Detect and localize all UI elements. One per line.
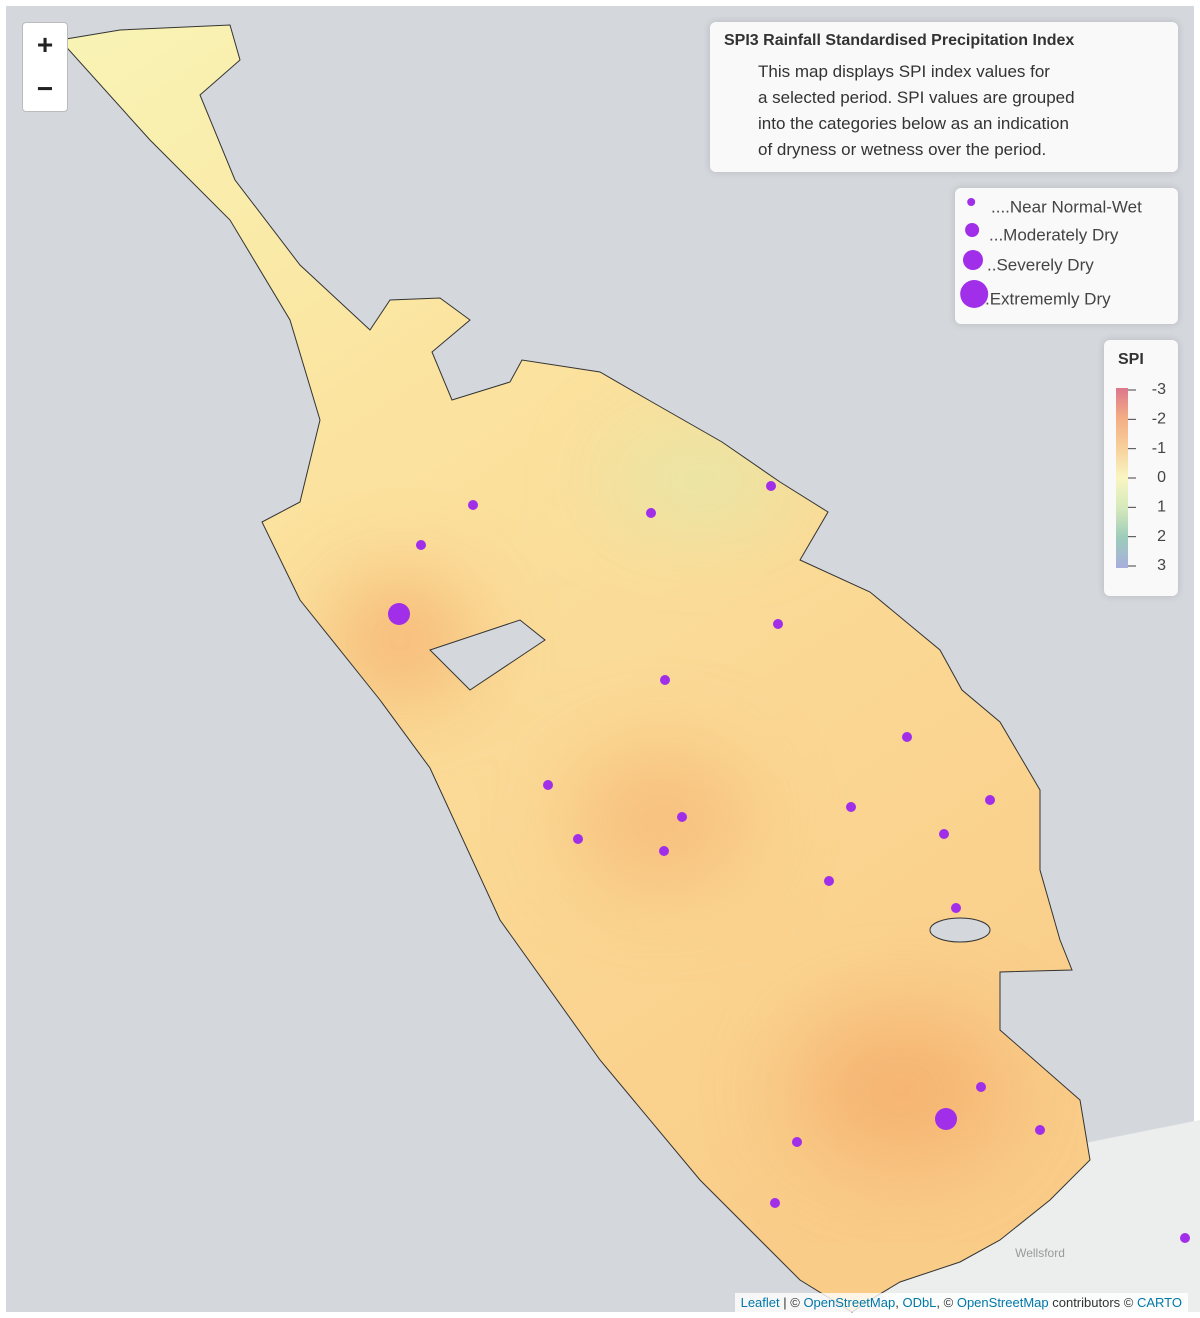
zoom-in[interactable]: + — [22, 22, 68, 68]
attribution-text: , © — [936, 1295, 957, 1310]
category-legend: ....Near Normal-Wet ...Moderately Dry ..Se… — [955, 188, 1178, 324]
station-marker — [416, 540, 426, 550]
harbour — [929, 917, 991, 943]
spi-tick-label: -3 — [1152, 381, 1166, 398]
attribution-link[interactable]: OpenStreetMap — [803, 1295, 896, 1310]
legend-label: ..Severely Dry — [987, 255, 1094, 274]
spi-tick-label: 1 — [1157, 499, 1166, 516]
spi-legend: SPI -3 -2 -1 0 1 2 3 — [1104, 340, 1178, 596]
spi-tick-label: 2 — [1157, 528, 1166, 545]
station-marker — [902, 732, 912, 742]
attribution-link[interactable]: OpenStreetMap — [956, 1295, 1049, 1310]
zoom-out[interactable]: − — [22, 67, 68, 112]
attribution-link[interactable]: Leaflet — [740, 1295, 780, 1310]
station-marker — [935, 1108, 957, 1130]
spi-tick-label: 3 — [1157, 557, 1166, 574]
station-marker — [766, 481, 776, 491]
info-line: a selected period. SPI values are groupe… — [758, 88, 1075, 107]
attribution-text: contributors © — [1048, 1295, 1137, 1310]
attribution-text: | © — [779, 1295, 804, 1310]
station-marker — [646, 508, 656, 518]
legend-marker — [967, 198, 976, 206]
spi-legend-title: SPI — [1118, 351, 1144, 368]
legend-label: ....Near Normal-Wet — [991, 197, 1142, 216]
legend-marker — [960, 280, 989, 308]
attribution-link[interactable]: ODbL — [902, 1295, 937, 1310]
spi-colorbar — [1116, 388, 1128, 568]
info-line: This map displays SPI index values for — [758, 62, 1050, 81]
station-marker — [660, 675, 670, 685]
category-legend-svg: ....Near Normal-Wet ...Moderately Dry ..Se… — [960, 197, 1142, 308]
legend-marker — [965, 223, 980, 237]
station-marker — [659, 846, 669, 856]
attribution-text: , — [895, 1295, 903, 1310]
station-marker — [773, 619, 783, 629]
station-marker — [388, 603, 410, 625]
harbour — [429, 619, 546, 691]
station-marker — [468, 500, 478, 510]
station-marker — [939, 829, 949, 839]
spi-tick-label: -2 — [1152, 411, 1166, 428]
info-line: of dryness or wetness over the period. — [758, 140, 1047, 159]
spi-tick-label: 0 — [1157, 469, 1166, 486]
station-marker — [824, 876, 834, 886]
station-marker — [951, 903, 961, 913]
station-marker — [1035, 1125, 1045, 1135]
station-marker — [792, 1137, 802, 1147]
spi-legend-svg: SPI -3 -2 -1 0 1 2 3 — [1116, 351, 1166, 574]
station-marker — [985, 795, 995, 805]
info-line: into the categories below as an indicati… — [758, 114, 1069, 133]
station-marker — [976, 1082, 986, 1092]
station-marker — [846, 802, 856, 812]
info-title: SPI3 Rainfall Standardised Precipitation… — [724, 32, 1075, 49]
attribution: Leaflet | © OpenStreetMap, ODbL, © OpenS… — [734, 1293, 1188, 1312]
info-box: SPI3 Rainfall Standardised Precipitation… — [710, 22, 1178, 172]
spi-tick-label: -1 — [1152, 440, 1166, 457]
legend-label: ...Moderately Dry — [989, 225, 1119, 244]
attribution-link[interactable]: CARTO — [1136, 1295, 1182, 1310]
place-label: Wellsford — [1015, 1246, 1065, 1260]
station-marker — [770, 1198, 780, 1208]
legend-label: .Extrememly Dry — [985, 289, 1111, 308]
station-marker — [573, 834, 583, 844]
station-marker — [1180, 1233, 1190, 1243]
station-marker — [677, 812, 687, 822]
station-marker — [543, 780, 553, 790]
legend-marker — [963, 250, 983, 270]
